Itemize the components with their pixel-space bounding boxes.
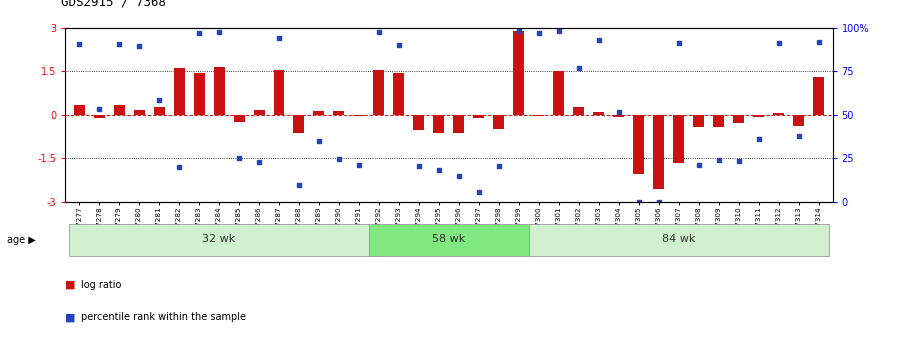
Point <box>311 139 326 144</box>
Point <box>711 157 726 162</box>
Point <box>531 31 546 36</box>
Point <box>71 41 86 46</box>
Text: ■: ■ <box>65 313 76 322</box>
Point <box>392 42 406 48</box>
Point <box>612 109 626 115</box>
Bar <box>293 115 304 133</box>
Point <box>751 136 766 141</box>
Bar <box>114 105 125 115</box>
Bar <box>533 115 544 116</box>
Point <box>192 31 206 36</box>
Bar <box>813 77 824 115</box>
Point <box>771 40 786 46</box>
Bar <box>194 72 205 115</box>
Point <box>572 65 586 70</box>
Point <box>132 44 147 49</box>
Bar <box>354 115 365 116</box>
Bar <box>273 70 284 115</box>
Point <box>791 133 805 138</box>
Bar <box>793 115 805 126</box>
Text: age ▶: age ▶ <box>7 235 36 245</box>
Bar <box>773 113 784 115</box>
Bar <box>233 115 244 122</box>
Bar <box>453 115 464 133</box>
Point <box>551 28 566 33</box>
Point <box>652 199 666 205</box>
Point <box>412 163 426 168</box>
FancyBboxPatch shape <box>69 224 369 256</box>
Point <box>212 29 226 35</box>
Point <box>232 156 246 161</box>
Point <box>672 40 686 46</box>
Bar <box>414 115 424 130</box>
Bar <box>374 70 385 115</box>
Bar <box>493 115 504 129</box>
Bar <box>573 107 585 115</box>
Text: 58 wk: 58 wk <box>433 234 465 244</box>
Point <box>372 29 386 35</box>
Point <box>92 106 107 112</box>
Bar <box>394 73 405 115</box>
Bar <box>513 30 524 115</box>
Bar <box>174 68 185 115</box>
Point <box>472 189 486 195</box>
Point <box>511 28 526 33</box>
Bar <box>733 115 744 123</box>
Bar <box>313 111 325 115</box>
FancyBboxPatch shape <box>369 224 529 256</box>
Point <box>291 182 306 188</box>
Bar <box>333 111 345 115</box>
Point <box>432 168 446 173</box>
Bar <box>614 115 624 117</box>
Point <box>691 162 706 167</box>
Bar <box>134 110 145 115</box>
Bar <box>73 105 85 115</box>
Bar <box>673 115 684 162</box>
FancyBboxPatch shape <box>529 224 829 256</box>
Point <box>172 164 186 170</box>
Point <box>812 39 826 44</box>
Point <box>152 97 167 103</box>
Bar <box>553 71 565 115</box>
Bar <box>634 115 644 174</box>
Bar <box>693 115 704 127</box>
Point <box>731 158 746 164</box>
Point <box>491 163 506 168</box>
Point <box>632 199 646 205</box>
Point <box>252 159 266 165</box>
Bar <box>753 115 764 117</box>
Bar <box>433 115 444 133</box>
Point <box>272 35 286 40</box>
Point <box>352 162 367 167</box>
Point <box>332 156 347 161</box>
Text: log ratio: log ratio <box>81 280 122 289</box>
Bar <box>473 115 484 118</box>
Text: 32 wk: 32 wk <box>203 234 235 244</box>
Text: GDS2915 / 7368: GDS2915 / 7368 <box>61 0 166 9</box>
Text: ■: ■ <box>65 280 76 289</box>
Text: percentile rank within the sample: percentile rank within the sample <box>81 313 246 322</box>
Bar <box>653 115 664 189</box>
Point <box>112 41 127 46</box>
Text: 84 wk: 84 wk <box>662 234 695 244</box>
Bar <box>594 112 605 115</box>
Bar <box>713 115 724 127</box>
Bar <box>154 107 165 115</box>
Bar <box>214 67 224 115</box>
Point <box>592 37 606 42</box>
Bar <box>93 115 105 118</box>
Point <box>452 174 466 179</box>
Bar <box>253 110 264 115</box>
